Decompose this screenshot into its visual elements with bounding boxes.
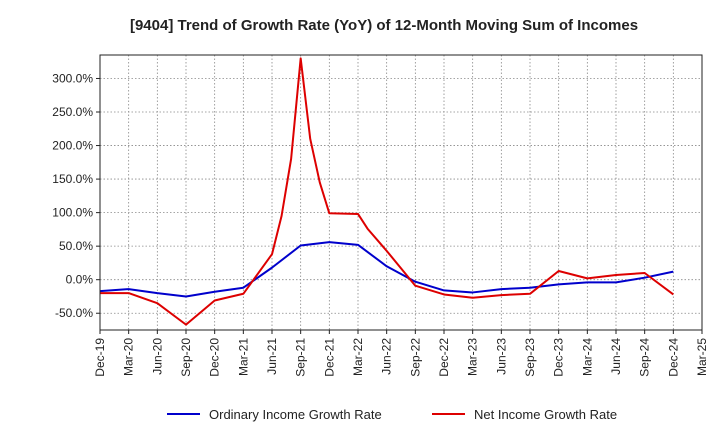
x-tick-label: Sep-23: [523, 338, 537, 377]
legend-label-1: Ordinary Income Growth Rate: [209, 407, 382, 422]
plot-background: [100, 55, 702, 330]
series-line-2: [100, 57, 674, 326]
x-tick-label: Sep-24: [638, 338, 652, 377]
y-tick-label: 100.0%: [52, 206, 93, 220]
x-tick-label: Jun-23: [494, 338, 508, 375]
x-tick-label: Sep-21: [294, 338, 308, 377]
y-tick-label: 250.0%: [52, 105, 93, 119]
x-tick-label: Mar-25: [695, 338, 709, 376]
x-tick-label: Mar-21: [236, 338, 250, 376]
x-tick-label: Jun-21: [265, 338, 279, 375]
gridlines: [100, 55, 702, 330]
y-tick-label: -50.0%: [55, 306, 93, 320]
x-tick-label: Sep-20: [179, 338, 193, 377]
x-tick-label: Jun-20: [150, 338, 164, 375]
x-axis-ticks: Dec-19 Mar-20 Jun-20 Sep-20 Dec-20 Mar-21 Jun-…: [93, 330, 709, 377]
x-tick-label: Sep-22: [408, 338, 422, 377]
y-tick-label: 150.0%: [52, 172, 93, 186]
y-tick-label: 200.0%: [52, 139, 93, 153]
plot-frame: [99, 54, 703, 331]
legend: Ordinary Income Growth Rate Net Income Gr…: [167, 407, 617, 422]
x-tick-label: Mar-24: [580, 338, 594, 376]
x-tick-label: Mar-20: [122, 338, 136, 376]
x-tick-label: Mar-23: [466, 338, 480, 376]
x-tick-label: Jun-24: [609, 338, 623, 375]
x-tick-label: Mar-22: [351, 338, 365, 376]
x-tick-label: Dec-23: [552, 338, 566, 377]
x-tick-label: Dec-22: [437, 338, 451, 377]
x-tick-label: Dec-21: [322, 338, 336, 377]
legend-label-2: Net Income Growth Rate: [474, 407, 617, 422]
series-line-1: [99, 241, 674, 298]
x-tick-label: Dec-24: [666, 338, 680, 377]
series-lines: [99, 57, 674, 326]
y-tick-label: 300.0%: [52, 71, 93, 85]
x-tick-label: Jun-22: [380, 338, 394, 375]
chart-title: [9404] Trend of Growth Rate (YoY) of 12-…: [130, 17, 638, 34]
y-tick-label: 0.0%: [66, 273, 94, 287]
y-axis-ticks: -50.0% 0.0% 50.0% 100.0% 150.0% 200.0% 250.0% 3…: [52, 71, 100, 320]
y-tick-label: 50.0%: [59, 239, 93, 253]
x-tick-label: Dec-19: [93, 338, 107, 377]
x-tick-label: Dec-20: [208, 338, 222, 377]
